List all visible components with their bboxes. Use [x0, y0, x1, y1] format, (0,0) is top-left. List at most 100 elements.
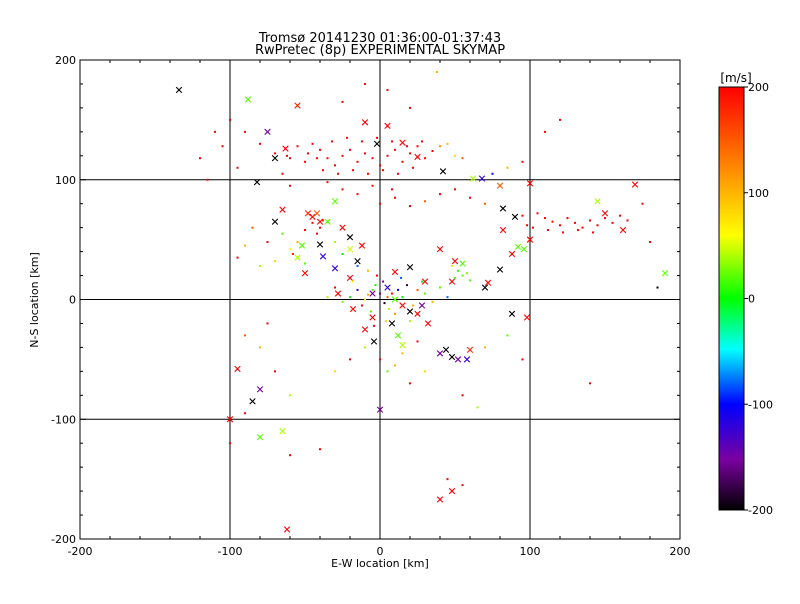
data-point-x [279, 428, 286, 435]
data-point-dot [356, 160, 359, 163]
data-point-dot [364, 298, 366, 301]
data-point-dot [506, 334, 509, 337]
data-point-x [298, 242, 306, 249]
data-point-x [331, 265, 339, 272]
data-point-x [463, 356, 471, 363]
data-point-x [234, 365, 241, 373]
data-point-x [499, 205, 507, 212]
data-point-x [436, 246, 444, 253]
data-point-x [418, 302, 426, 309]
data-point-dot [431, 300, 434, 303]
chart-subtitle: RwPretec (8p) EXPERIMENTAL SKYMAP [255, 43, 505, 58]
data-point-dot [394, 364, 396, 367]
data-point-dot [391, 292, 393, 295]
data-point-x [481, 284, 489, 291]
data-point-dot [371, 184, 374, 187]
data-point-dot [383, 302, 386, 305]
data-point-x [361, 119, 369, 126]
data-point-dot [274, 370, 276, 373]
data-point-x [399, 341, 406, 349]
data-point-dot [386, 88, 389, 91]
data-point-dot [391, 140, 393, 143]
data-point-x [294, 254, 301, 261]
data-point-dot [406, 145, 408, 148]
data-point-dot [307, 152, 309, 155]
data-point-x [406, 263, 414, 271]
data-point-x [391, 268, 399, 276]
data-point-x [399, 139, 406, 146]
data-point-dot [391, 188, 393, 191]
data-point-dot [649, 241, 651, 244]
data-point-x [346, 246, 354, 253]
data-point-x [526, 236, 534, 243]
data-point-x [448, 487, 456, 495]
data-point-x [283, 526, 291, 533]
data-point-x [478, 175, 486, 182]
data-point-dot [536, 212, 539, 215]
data-point-x [316, 218, 324, 225]
data-point-dot [289, 157, 291, 160]
colorbar [718, 86, 745, 511]
data-point-dot [451, 264, 453, 267]
data-point-x [294, 102, 301, 109]
data-point-dot [412, 166, 414, 169]
data-point-dot [454, 154, 456, 157]
data-point-x [256, 434, 264, 441]
data-point-x [253, 178, 261, 186]
colorbar-tick-label: 100 [748, 187, 769, 200]
x-tick-label: 100 [520, 545, 541, 558]
data-point-dot [349, 358, 351, 361]
data-point-x [175, 86, 183, 94]
data-point-x [256, 386, 264, 393]
data-point-dot [326, 296, 329, 299]
data-point-x [406, 308, 414, 315]
data-point-dot [364, 152, 366, 155]
data-point-x [508, 250, 516, 258]
data-point-dot [311, 221, 314, 224]
data-point-dot [574, 221, 576, 224]
data-point-dot [379, 292, 381, 295]
data-point-dot [221, 145, 224, 148]
data-point-dot [281, 232, 284, 235]
data-point-x [373, 140, 381, 148]
data-point-dot [401, 160, 404, 163]
data-point-dot [266, 241, 269, 244]
data-point-x [619, 226, 627, 234]
chart-title: Tromsø 20141230 01:36:00-01:37:43 [258, 31, 501, 46]
data-point-dot [416, 340, 419, 343]
data-point-x [279, 206, 286, 213]
data-point-dot [619, 214, 621, 217]
data-point-x [301, 269, 309, 277]
data-point-dot [367, 269, 369, 272]
data-point-dot [409, 320, 411, 323]
data-point-dot [394, 148, 396, 151]
data-point-dot [385, 320, 387, 323]
data-point-dot [319, 448, 321, 451]
data-point-dot [371, 157, 374, 160]
data-point-dot [229, 442, 231, 445]
data-point-dot [331, 140, 333, 143]
data-point-dot [316, 232, 318, 235]
data-point-dot [373, 324, 375, 327]
data-point-dot [596, 224, 599, 227]
data-point-dot [401, 296, 404, 299]
data-point-dot [259, 142, 261, 145]
data-point-x [316, 241, 324, 248]
data-point-dot [581, 226, 584, 229]
data-point-dot [559, 118, 561, 121]
data-point-x [436, 496, 444, 503]
data-point-x [661, 269, 669, 277]
data-point-dot [289, 454, 291, 457]
data-point-dot [319, 226, 321, 229]
data-point-dot [397, 172, 399, 175]
data-point-dot [296, 241, 299, 244]
data-point-x [370, 338, 378, 345]
data-point-x [594, 198, 601, 205]
data-point-x [451, 257, 459, 265]
data-point-x [271, 155, 279, 162]
data-point-dot [409, 106, 411, 109]
data-point-dot [431, 150, 434, 153]
data-point-dot [229, 118, 231, 121]
data-point-dot [337, 172, 339, 175]
